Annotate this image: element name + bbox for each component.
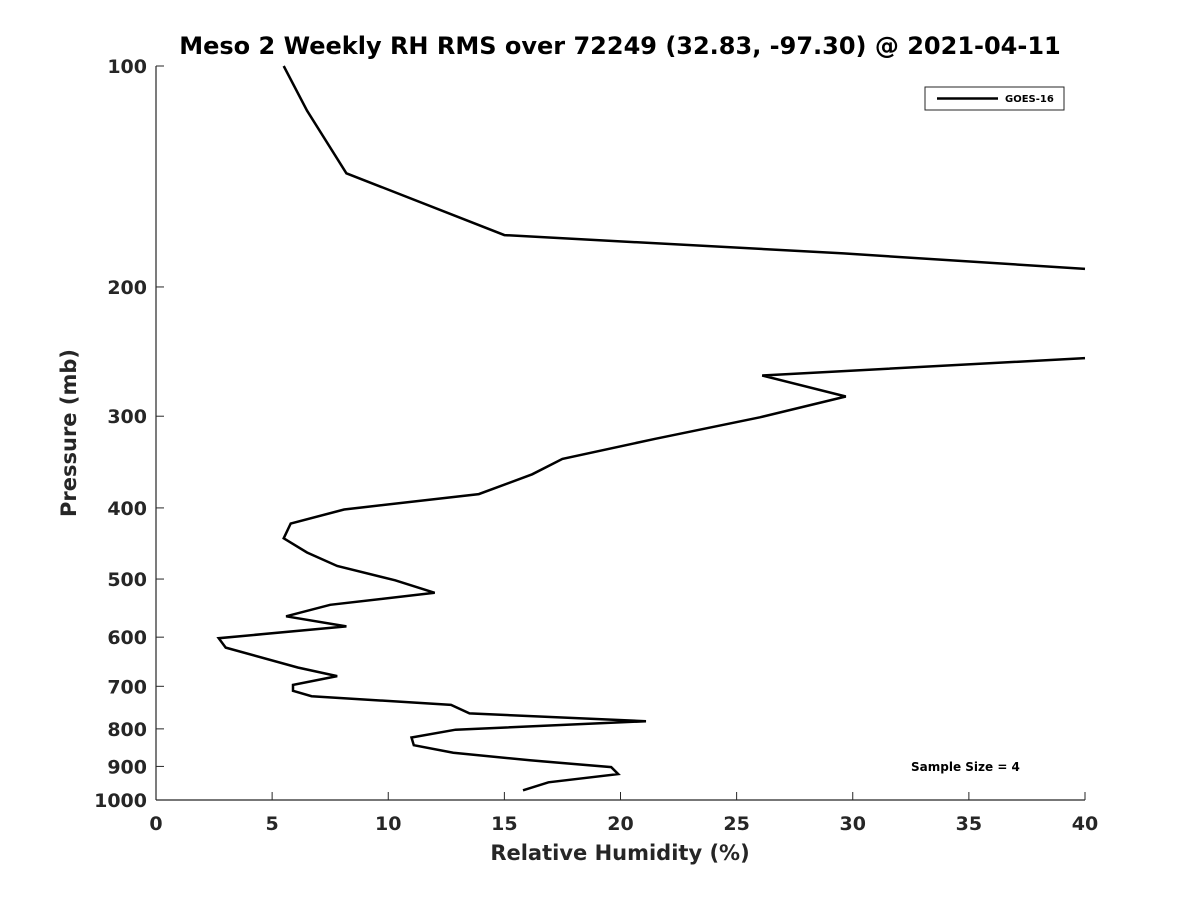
y-tick-label: 500 — [107, 569, 147, 591]
chart-title: Meso 2 Weekly RH RMS over 72249 (32.83, … — [179, 32, 1061, 60]
x-tick-label: 40 — [1072, 813, 1098, 835]
x-tick-label: 30 — [840, 813, 866, 835]
x-tick-label: 20 — [607, 813, 633, 835]
series-line-goes-16-segment-2 — [216, 356, 1086, 792]
y-tick-label: 600 — [107, 627, 147, 649]
series-lines — [216, 65, 1086, 792]
y-tick-label: 1000 — [94, 790, 147, 812]
y-tick-label: 200 — [107, 277, 147, 299]
y-tick-label: 700 — [107, 676, 147, 698]
x-tick-label: 5 — [266, 813, 279, 835]
legend: GOES-16 — [924, 86, 1065, 111]
x-tick-label: 35 — [956, 813, 982, 835]
y-tick-label: 100 — [107, 56, 147, 78]
sample-size-annotation: Sample Size = 4 — [911, 760, 1020, 774]
x-axis-label: Relative Humidity (%) — [490, 841, 749, 865]
y-tick-label: 400 — [107, 498, 147, 520]
axes: 0 5 10 15 20 25 30 35 40 100 200 300 400 500 600 700 800… — [94, 56, 1098, 835]
y-axis-label: Pressure (mb) — [57, 349, 81, 517]
x-tick-label: 0 — [149, 813, 162, 835]
y-tick-label: 800 — [107, 719, 147, 741]
legend-label-goes-16: GOES-16 — [1005, 94, 1054, 105]
y-tick-label: 300 — [107, 406, 147, 428]
x-tick-label: 10 — [375, 813, 401, 835]
x-tick-label: 15 — [491, 813, 517, 835]
y-tick-label: 900 — [107, 756, 147, 778]
x-tick-label: 25 — [723, 813, 749, 835]
series-line-goes-16-segment-1 — [282, 65, 1086, 271]
